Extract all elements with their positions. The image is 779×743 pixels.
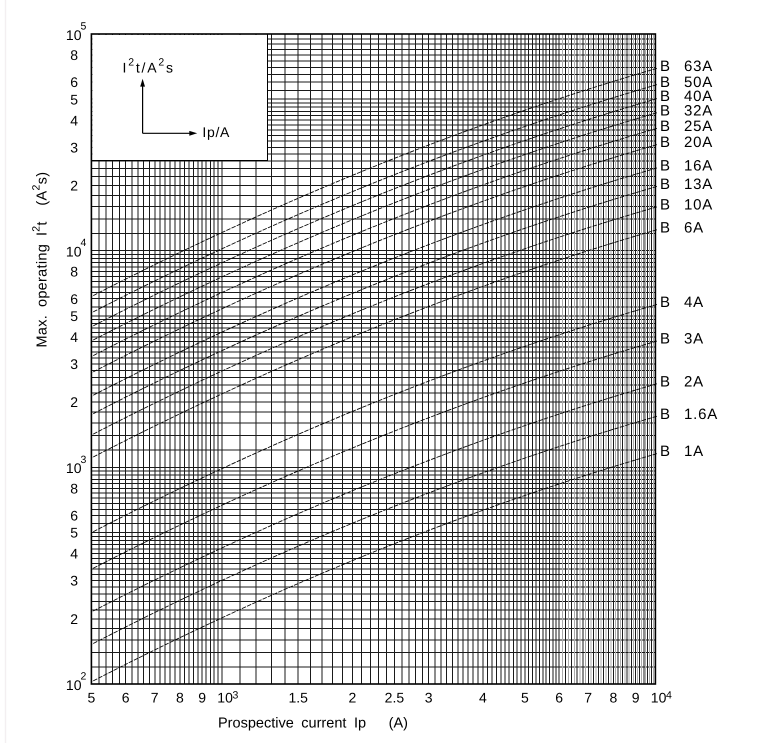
svg-text:16A: 16A <box>684 158 713 175</box>
svg-text:7: 7 <box>584 690 592 706</box>
svg-text:B: B <box>660 219 671 236</box>
svg-text:5: 5 <box>521 690 529 706</box>
svg-text:4: 4 <box>70 112 78 128</box>
svg-text:6: 6 <box>70 74 78 90</box>
svg-text:B: B <box>660 373 671 390</box>
svg-text:4A: 4A <box>684 294 704 311</box>
svg-text:3: 3 <box>425 690 433 706</box>
svg-text:4: 4 <box>70 546 78 562</box>
svg-text:10A: 10A <box>684 196 713 213</box>
svg-text:10: 10 <box>217 690 233 706</box>
svg-text:9: 9 <box>632 690 640 706</box>
svg-text:6: 6 <box>555 690 563 706</box>
svg-text:10: 10 <box>66 677 82 693</box>
svg-text:3: 3 <box>81 454 87 466</box>
svg-text:B: B <box>660 196 671 213</box>
svg-text:25A: 25A <box>684 118 713 135</box>
svg-text:3: 3 <box>70 139 78 155</box>
svg-text:8: 8 <box>70 264 78 280</box>
svg-text:2: 2 <box>70 611 78 627</box>
svg-text:50A: 50A <box>684 74 713 91</box>
svg-text:6: 6 <box>70 508 78 524</box>
svg-text:B: B <box>660 74 671 91</box>
svg-text:6: 6 <box>122 690 130 706</box>
svg-text:B: B <box>660 134 671 151</box>
svg-text:Prospective current Ip (A): Prospective current Ip (A) <box>218 715 408 731</box>
svg-text:1.6A: 1.6A <box>684 406 718 423</box>
svg-text:32A: 32A <box>684 102 713 119</box>
svg-text:Ip/A: Ip/A <box>202 124 230 140</box>
svg-text:20A: 20A <box>684 134 713 151</box>
svg-text:2A: 2A <box>684 373 704 390</box>
svg-text:B: B <box>660 58 671 75</box>
svg-text:3: 3 <box>70 356 78 372</box>
svg-text:8: 8 <box>70 47 78 63</box>
svg-text:B: B <box>660 102 671 119</box>
svg-text:4: 4 <box>81 237 87 249</box>
svg-text:B: B <box>660 294 671 311</box>
svg-text:10: 10 <box>66 27 82 43</box>
svg-text:1.5: 1.5 <box>288 690 308 706</box>
svg-text:2: 2 <box>81 671 87 683</box>
svg-text:1A: 1A <box>684 443 704 460</box>
svg-text:8: 8 <box>70 480 78 496</box>
svg-text:4: 4 <box>70 329 78 345</box>
svg-text:40A: 40A <box>684 88 713 105</box>
svg-text:2: 2 <box>349 690 357 706</box>
svg-text:B: B <box>660 406 671 423</box>
svg-text:8: 8 <box>610 690 618 706</box>
svg-text:8: 8 <box>176 690 184 706</box>
svg-text:6: 6 <box>70 291 78 307</box>
svg-text:B: B <box>660 88 671 105</box>
svg-text:5: 5 <box>70 525 78 541</box>
svg-text:3A: 3A <box>684 331 704 348</box>
svg-text:10: 10 <box>66 460 82 476</box>
svg-text:B: B <box>660 331 671 348</box>
svg-text:B: B <box>660 158 671 175</box>
svg-text:13A: 13A <box>684 176 713 193</box>
svg-text:10: 10 <box>66 244 82 260</box>
svg-text:10: 10 <box>651 690 667 706</box>
svg-text:63A: 63A <box>684 58 713 75</box>
svg-text:2: 2 <box>70 394 78 410</box>
svg-text:2.5: 2.5 <box>385 690 405 706</box>
svg-text:B: B <box>660 118 671 135</box>
svg-text:B: B <box>660 176 671 193</box>
svg-text:5: 5 <box>70 91 78 107</box>
svg-text:5: 5 <box>88 690 96 706</box>
svg-text:B: B <box>660 443 671 460</box>
svg-text:3: 3 <box>70 573 78 589</box>
svg-text:5: 5 <box>81 21 87 33</box>
svg-text:2: 2 <box>70 178 78 194</box>
svg-text:6A: 6A <box>684 219 704 236</box>
svg-text:7: 7 <box>151 690 159 706</box>
svg-text:4: 4 <box>479 690 487 706</box>
svg-text:Max. operating I2t (A2s): Max. operating I2t (A2s) <box>31 172 51 348</box>
svg-text:3: 3 <box>233 689 239 701</box>
svg-text:4: 4 <box>666 689 672 701</box>
svg-text:9: 9 <box>198 690 206 706</box>
svg-text:5: 5 <box>70 308 78 324</box>
